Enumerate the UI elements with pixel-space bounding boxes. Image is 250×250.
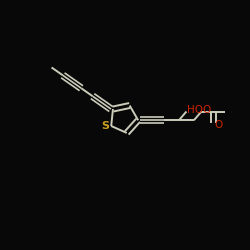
Text: HO: HO [187,104,203,115]
Text: S: S [101,121,109,131]
Text: O: O [214,120,222,130]
Text: O: O [202,104,210,115]
